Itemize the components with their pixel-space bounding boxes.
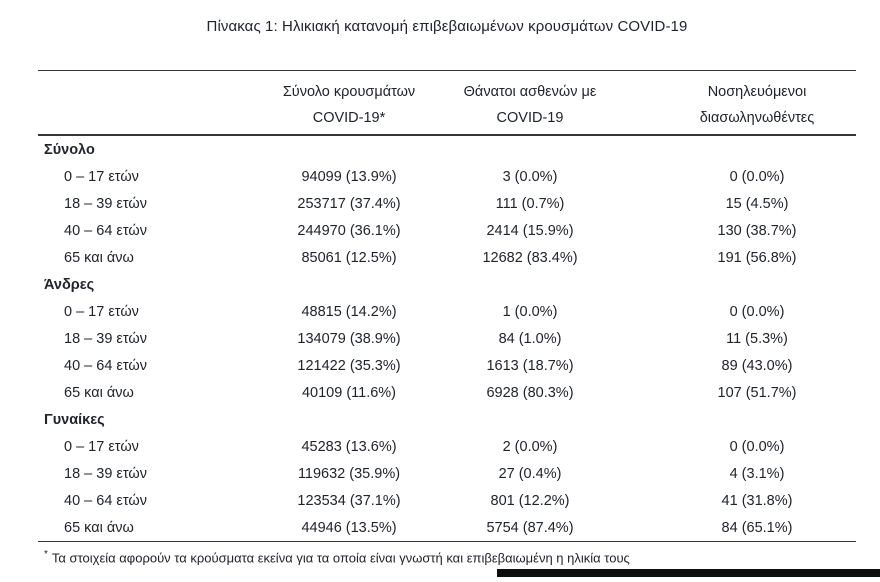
table-row: 40 – 64 ετών 244970 (36.1%) 2414 (15.9%)…: [38, 217, 856, 244]
table-row: 0 – 17 ετών 45283 (13.6%) 2 (0.0%) 0 (0.…: [38, 433, 856, 460]
section-row-men: Άνδρες: [38, 271, 856, 298]
intubated-value: 0 (0.0%): [729, 303, 785, 320]
section-row-women: Γυναίκες: [38, 406, 856, 433]
intubated-value: 84 (65.1%): [721, 519, 793, 536]
header-intubated-column: Νοσηλευόμενοι διασωληνωθέντες: [658, 79, 856, 131]
intubated-value: 191 (56.8%): [717, 249, 797, 266]
deaths-value: 801 (12.2%): [490, 492, 570, 509]
cases-value: 85061 (12.5%): [301, 249, 397, 266]
header-cases-column: Σύνολο κρουσμάτων COVID-19*: [283, 79, 415, 131]
age-group-label: 65 και άνω: [64, 384, 134, 401]
age-group-label: 18 – 39 ετών: [64, 195, 147, 212]
table-row: 18 – 39 ετών 119632 (35.9%) 27 (0.4%) 4 …: [38, 460, 856, 487]
deaths-value: 84 (1.0%): [498, 330, 562, 347]
footnote-marker: *: [44, 549, 48, 560]
table-header-row: Σύνολο κρουσμάτων COVID-19* Θάνατοι ασθε…: [38, 71, 856, 136]
intubated-value: 0 (0.0%): [729, 168, 785, 185]
section-label: Σύνολο: [44, 141, 95, 158]
deaths-value: 5754 (87.4%): [486, 519, 574, 536]
deaths-value: 1613 (18.7%): [486, 357, 574, 374]
table-row: 40 – 64 ετών 123534 (37.1%) 801 (12.2%) …: [38, 487, 856, 514]
deaths-value: 3 (0.0%): [502, 168, 558, 185]
header-spacer: [38, 79, 296, 131]
cases-value: 253717 (37.4%): [297, 195, 401, 212]
header-deaths-line2: COVID-19: [496, 110, 564, 126]
cases-value: 44946 (13.5%): [301, 519, 397, 536]
age-group-label: 18 – 39 ετών: [64, 465, 147, 482]
cases-value: 134079 (38.9%): [297, 330, 401, 347]
age-group-label: 40 – 64 ετών: [64, 222, 147, 239]
table-row: 40 – 64 ετών 121422 (35.3%) 1613 (18.7%)…: [38, 352, 856, 379]
report-page: Πίνακας 1: Ηλικιακή κατανομή επιβεβαιωμέ…: [38, 0, 856, 542]
next-table-top-edge: [497, 569, 880, 577]
age-group-label: 65 και άνω: [64, 519, 134, 536]
header-cases-line2: COVID-19*: [312, 110, 386, 126]
cases-value: 40109 (11.6%): [301, 384, 397, 401]
table-row: 0 – 17 ετών 48815 (14.2%) 1 (0.0%) 0 (0.…: [38, 298, 856, 325]
intubated-value: 130 (38.7%): [717, 222, 797, 239]
footnote-text: Τα στοιχεία αφορούν τα κρούσματα εκείνα …: [51, 550, 630, 566]
table-footnote: * Τα στοιχεία αφορούν τα κρούσματα εκείνα…: [38, 542, 856, 566]
cases-value: 123534 (37.1%): [297, 492, 401, 509]
age-group-label: 18 – 39 ετών: [64, 330, 147, 347]
header-deaths-line1: Θάνατοι ασθενών με: [463, 84, 597, 100]
intubated-value: 41 (31.8%): [721, 492, 793, 509]
cases-value: 94099 (13.9%): [301, 168, 397, 185]
age-group-label: 0 – 17 ετών: [64, 438, 139, 455]
table-row: 65 και άνω 40109 (11.6%) 6928 (80.3%) 10…: [38, 379, 856, 406]
cases-value: 119632 (35.9%): [297, 465, 401, 482]
table-title: Πίνακας 1: Ηλικιακή κατανομή επιβεβαιωμέ…: [206, 18, 688, 35]
section-label: Άνδρες: [44, 276, 95, 293]
deaths-value: 2 (0.0%): [502, 438, 558, 455]
age-group-label: 40 – 64 ετών: [64, 357, 147, 374]
deaths-value: 1 (0.0%): [502, 303, 558, 320]
header-cases-line1: Σύνολο κρουσμάτων: [282, 84, 416, 100]
deaths-value: 6928 (80.3%): [486, 384, 574, 401]
intubated-value: 0 (0.0%): [729, 438, 785, 455]
section-label: Γυναίκες: [44, 411, 105, 428]
table-row: 0 – 17 ετών 94099 (13.9%) 3 (0.0%) 0 (0.…: [38, 163, 856, 190]
covid-age-table: Σύνολο κρουσμάτων COVID-19* Θάνατοι ασθε…: [38, 70, 856, 542]
age-group-label: 40 – 64 ετών: [64, 492, 147, 509]
age-group-label: 65 και άνω: [64, 249, 134, 266]
intubated-value: 4 (3.1%): [729, 465, 785, 482]
deaths-value: 2414 (15.9%): [486, 222, 574, 239]
age-group-label: 0 – 17 ετών: [64, 168, 139, 185]
cases-value: 48815 (14.2%): [301, 303, 397, 320]
header-deaths-column: Θάνατοι ασθενών με COVID-19: [402, 79, 658, 131]
age-group-label: 0 – 17 ετών: [64, 303, 139, 320]
intubated-value: 15 (4.5%): [725, 195, 789, 212]
section-row-total: Σύνολο: [38, 136, 856, 163]
deaths-value: 111 (0.7%): [495, 195, 565, 212]
intubated-value: 11 (5.3%): [726, 330, 788, 347]
cases-value: 45283 (13.6%): [301, 438, 397, 455]
deaths-value: 12682 (83.4%): [482, 249, 578, 266]
cases-value: 121422 (35.3%): [297, 357, 401, 374]
intubated-value: 107 (51.7%): [717, 384, 797, 401]
table-row: 65 και άνω 44946 (13.5%) 5754 (87.4%) 84…: [38, 514, 856, 541]
cases-value: 244970 (36.1%): [297, 222, 401, 239]
header-intubated-line2: διασωληνωθέντες: [699, 110, 815, 126]
deaths-value: 27 (0.4%): [498, 465, 562, 482]
table-row: 65 και άνω 85061 (12.5%) 12682 (83.4%) 1…: [38, 244, 856, 271]
header-intubated-line1: Νοσηλευόμενοι: [707, 84, 807, 100]
table-row: 18 – 39 ετών 134079 (38.9%) 84 (1.0%) 11…: [38, 325, 856, 352]
intubated-value: 89 (43.0%): [721, 357, 793, 374]
table-row: 18 – 39 ετών 253717 (37.4%) 111 (0.7%) 1…: [38, 190, 856, 217]
